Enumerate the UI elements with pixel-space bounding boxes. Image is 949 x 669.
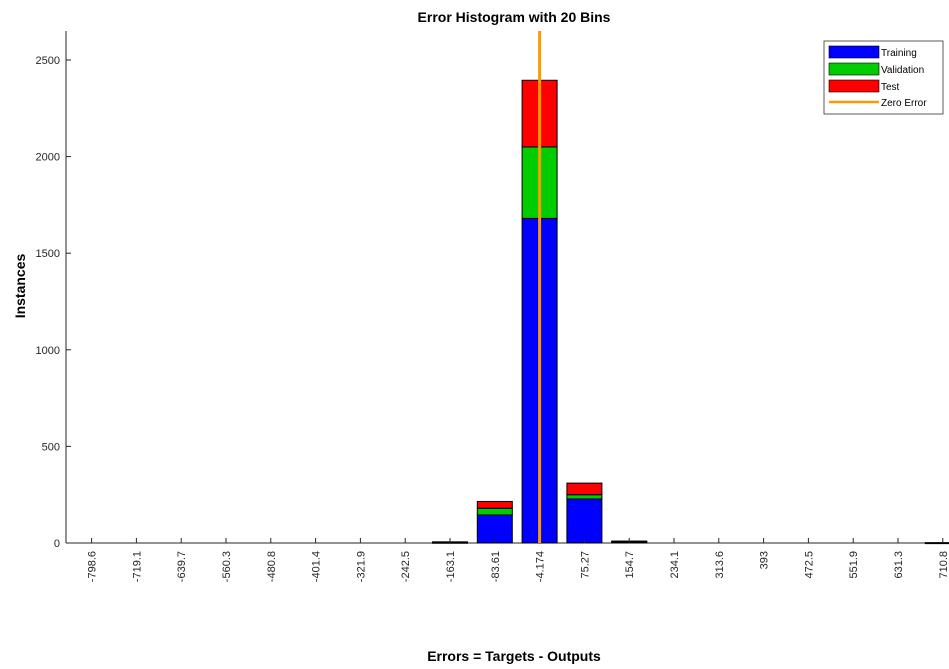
- legend-swatch-training: [828, 45, 880, 59]
- x-tick-label: 472.5: [803, 551, 815, 579]
- x-tick-label: -560.3: [221, 551, 233, 582]
- bar-training: [566, 498, 603, 544]
- y-tick-label: 1500: [36, 248, 60, 260]
- legend: Training Validation Test Zero Error: [823, 40, 944, 115]
- x-tick-label: 551.9: [848, 551, 860, 579]
- x-tick-label: 313.6: [714, 551, 726, 579]
- x-tick-label: -242.5: [400, 551, 412, 582]
- y-axis-label: Instances: [12, 253, 28, 318]
- x-tick-label: -321.9: [355, 551, 367, 582]
- legend-label-validation: Validation: [881, 65, 924, 76]
- bar-validation: [566, 494, 603, 500]
- bar-validation: [476, 507, 513, 516]
- x-tick-label: -401.4: [311, 551, 323, 582]
- bar-training: [924, 542, 949, 545]
- x-tick-label: -798.6: [87, 551, 99, 582]
- x-tick-label: -480.8: [266, 551, 278, 582]
- x-tick-label: -639.7: [176, 551, 188, 582]
- x-tick-label: 393: [759, 551, 771, 569]
- x-tick-label: 154.7: [624, 551, 636, 579]
- chart-title: Error Histogram with 20 Bins: [418, 9, 611, 25]
- y-tick-label: 2500: [36, 55, 60, 67]
- x-tick-label: -83.61: [490, 551, 502, 582]
- bar-test: [566, 482, 603, 496]
- legend-swatch-validation: [828, 62, 880, 76]
- x-tick-label: -719.1: [131, 551, 143, 582]
- y-tick-label: 500: [42, 441, 60, 453]
- x-tick-label: 234.1: [669, 551, 681, 579]
- legend-swatch-test: [828, 79, 880, 93]
- x-tick-label: 710.8: [938, 551, 949, 579]
- y-tick-label: 0: [54, 538, 60, 550]
- plot-area: 0 500 1000 1500 2000 2500 -798.6 -719.1 -639.7 -5…: [36, 31, 949, 582]
- x-tick-label: 75.27: [579, 551, 591, 579]
- x-axis-label: Errors = Targets - Outputs: [427, 648, 601, 664]
- legend-label-training: Training: [881, 48, 917, 59]
- legend-label-test: Test: [881, 82, 900, 93]
- x-tick-label: -4.174: [535, 551, 547, 582]
- legend-label-zero-error: Zero Error: [881, 98, 927, 109]
- y-tick-label: 2000: [36, 152, 60, 164]
- bar-test: [476, 500, 513, 509]
- x-tick-label: -163.1: [445, 551, 457, 582]
- y-tick-label: 1000: [36, 345, 60, 357]
- x-tick-label: 631.3: [893, 551, 905, 579]
